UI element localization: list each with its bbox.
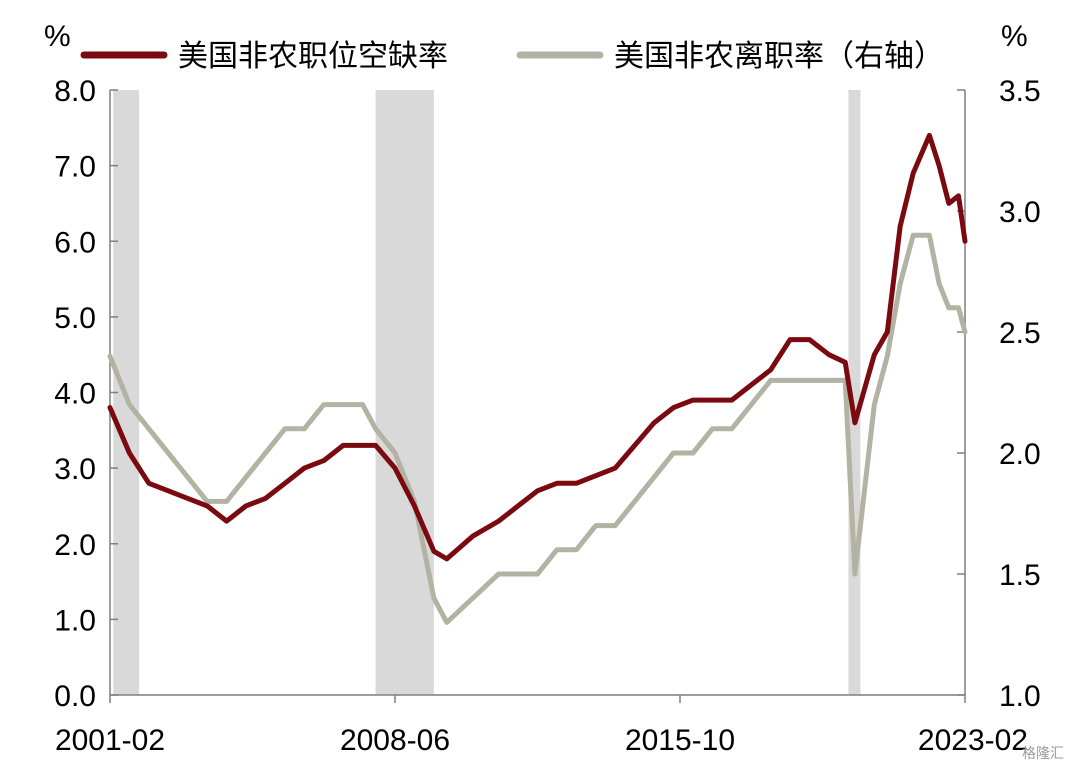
right-tick-label: 3.5 xyxy=(999,75,1041,108)
left-tick-label: 0.0 xyxy=(54,680,96,713)
left-tick-label: 4.0 xyxy=(54,378,96,411)
legend-label-job-openings: 美国非农职位空缺率 xyxy=(178,39,448,74)
left-tick-label: 7.0 xyxy=(54,151,96,184)
right-tick-label: 1.0 xyxy=(999,680,1041,713)
x-tick-label: 2008-06 xyxy=(340,724,450,757)
series-line-job-openings-rate xyxy=(107,132,968,562)
right-axis-unit: % xyxy=(1001,20,1028,53)
watermark: 格隆汇 xyxy=(1022,746,1064,762)
right-tick-label: 3.0 xyxy=(999,196,1041,229)
left-tick-label: 1.0 xyxy=(54,604,96,637)
left-tick-label: 3.0 xyxy=(54,453,96,486)
x-tick-label: 2023-02 xyxy=(918,724,1028,757)
left-tick-label: 2.0 xyxy=(54,529,96,562)
left-tick-label: 8.0 xyxy=(54,75,96,108)
left-tick-label: 6.0 xyxy=(54,226,96,259)
x-tick-label: 2015-10 xyxy=(625,724,735,757)
right-tick-label: 2.5 xyxy=(999,317,1041,350)
series-line-quits-rate xyxy=(107,232,968,625)
legend-label-quits: 美国非农离职率（右轴） xyxy=(614,39,944,74)
right-tick-label: 2.0 xyxy=(999,438,1041,471)
legend: 美国非农职位空缺率 美国非农离职率（右轴） xyxy=(80,39,944,74)
series-lines xyxy=(107,132,968,625)
left-tick-label: 5.0 xyxy=(54,302,96,335)
right-tick-label: 1.5 xyxy=(999,559,1041,592)
axes xyxy=(109,89,966,703)
left-axis-unit: % xyxy=(44,20,71,53)
recession-band-2 xyxy=(375,90,434,695)
tick-labels: 0.0 1.0 2.0 3.0 4.0 5.0 6.0 7.0 8.0 1.0 1.5 2.0 2.5 3… xyxy=(54,75,1040,757)
x-tick-label: 2001-02 xyxy=(55,724,165,757)
recession-bands xyxy=(113,90,861,695)
